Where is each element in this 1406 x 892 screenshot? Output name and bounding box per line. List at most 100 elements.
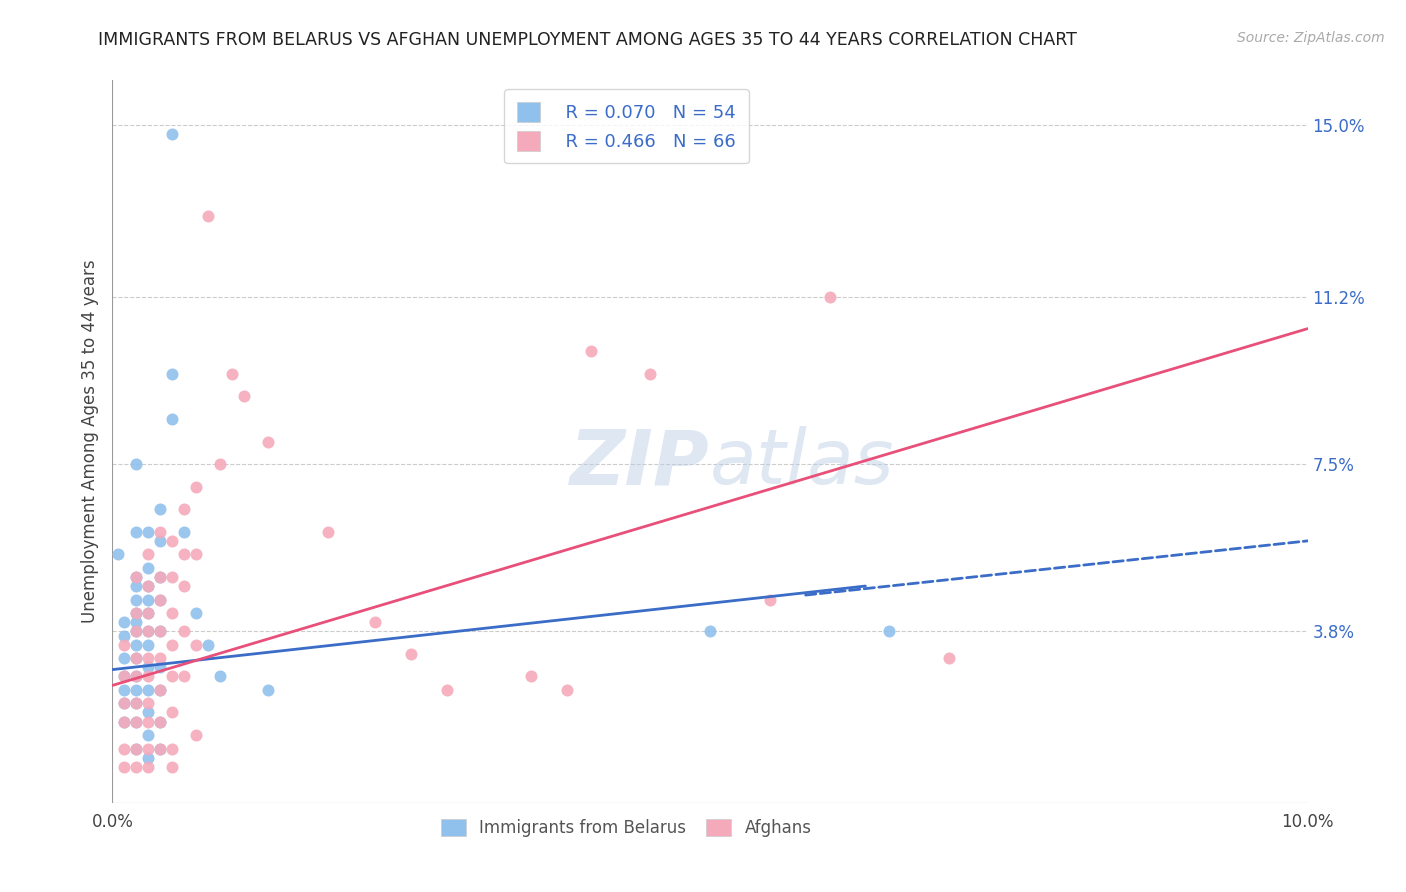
Point (114, 669, 135, 683)
Point (209, 669, 232, 683)
Text: IMMIGRANTS FROM BELARUS VS AFGHAN UNEMPLOYMENT AMONG AGES 35 TO 44 YEARS CORRELA: IMMIGRANTS FROM BELARUS VS AFGHAN UNEMPL… (98, 31, 1077, 49)
Point (149, 624, 172, 639)
Point (125, 697, 148, 711)
Point (138, 624, 160, 639)
Point (173, 502, 195, 516)
Point (125, 651, 148, 665)
Point (125, 669, 148, 683)
Point (149, 570, 172, 584)
Point (125, 638, 148, 652)
Point (125, 579, 148, 593)
Point (186, 638, 208, 652)
Point (401, 647, 423, 661)
Point (114, 697, 135, 711)
Point (138, 561, 160, 575)
Point (125, 624, 148, 639)
Point (186, 606, 208, 620)
Point (555, 682, 578, 697)
Point (149, 592, 172, 607)
Point (149, 660, 172, 674)
Point (114, 651, 135, 665)
Point (818, 290, 841, 304)
Point (138, 697, 160, 711)
Point (579, 344, 602, 359)
Point (162, 706, 183, 720)
Point (162, 638, 183, 652)
Point (173, 579, 195, 593)
Point (149, 570, 172, 584)
Point (149, 741, 172, 756)
Point (125, 669, 148, 683)
Point (149, 502, 172, 516)
Point (173, 624, 195, 639)
Point (114, 615, 135, 630)
Point (125, 741, 148, 756)
Point (149, 651, 172, 665)
Point (149, 524, 172, 539)
Point (162, 760, 183, 774)
Point (138, 706, 160, 720)
Point (125, 457, 148, 471)
Point (149, 682, 172, 697)
Point (257, 682, 280, 697)
Point (162, 570, 183, 584)
Point (162, 128, 183, 142)
Point (138, 638, 160, 652)
Point (162, 533, 183, 548)
Point (114, 669, 135, 683)
Point (197, 209, 219, 223)
Point (114, 697, 135, 711)
Point (125, 524, 148, 539)
Point (221, 367, 243, 381)
Point (186, 480, 208, 494)
Point (138, 606, 160, 620)
Point (149, 741, 172, 756)
Point (125, 570, 148, 584)
Point (138, 760, 160, 774)
Point (114, 638, 135, 652)
Text: ZIP: ZIP (571, 426, 710, 500)
Point (138, 579, 160, 593)
Point (149, 714, 172, 729)
Y-axis label: Unemployment Among Ages 35 to 44 years: Unemployment Among Ages 35 to 44 years (80, 260, 98, 624)
Point (138, 682, 160, 697)
Point (138, 660, 160, 674)
Point (197, 638, 219, 652)
Point (149, 592, 172, 607)
Point (125, 624, 148, 639)
Point (436, 682, 458, 697)
Point (162, 606, 183, 620)
Point (125, 606, 148, 620)
Point (138, 728, 160, 742)
Point (125, 741, 148, 756)
Point (138, 669, 160, 683)
Point (138, 624, 160, 639)
Point (162, 367, 183, 381)
Point (125, 714, 148, 729)
Point (138, 592, 160, 607)
Point (125, 760, 148, 774)
Point (125, 714, 148, 729)
Point (114, 714, 135, 729)
Point (173, 524, 195, 539)
Point (162, 669, 183, 683)
Point (759, 592, 782, 607)
Point (138, 750, 160, 764)
Point (114, 741, 135, 756)
Point (257, 434, 280, 449)
Point (125, 592, 148, 607)
Point (114, 629, 135, 643)
Point (138, 741, 160, 756)
Point (186, 548, 208, 562)
Point (316, 524, 339, 539)
Text: Source: ZipAtlas.com: Source: ZipAtlas.com (1237, 31, 1385, 45)
Point (138, 548, 160, 562)
Point (125, 651, 148, 665)
Point (233, 389, 256, 403)
Point (125, 682, 148, 697)
Point (125, 606, 148, 620)
Point (879, 624, 901, 639)
Point (149, 714, 172, 729)
Text: atlas: atlas (710, 426, 894, 500)
Point (125, 697, 148, 711)
